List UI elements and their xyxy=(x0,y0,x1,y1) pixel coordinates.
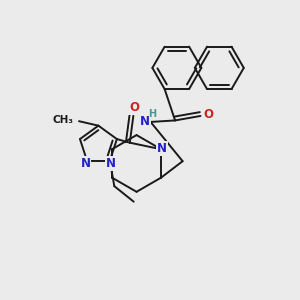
Text: N: N xyxy=(106,157,116,170)
Text: N: N xyxy=(140,115,150,128)
Text: N: N xyxy=(80,157,91,170)
Text: N: N xyxy=(157,142,167,155)
Text: H: H xyxy=(148,109,156,118)
Text: O: O xyxy=(203,108,213,121)
Text: CH₃: CH₃ xyxy=(52,115,74,125)
Text: O: O xyxy=(129,101,139,114)
